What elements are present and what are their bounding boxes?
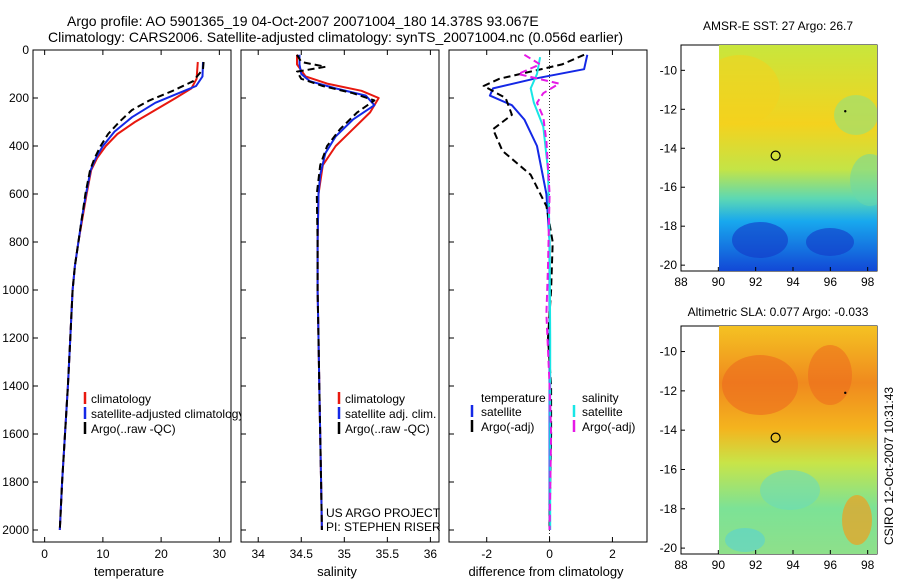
y-tick-label: -16 — [660, 180, 678, 194]
x-tick-label: 94 — [786, 558, 800, 572]
legend-argo: Argo(..raw -QC) — [345, 422, 430, 436]
sla-heatmap — [719, 326, 877, 554]
legend-climatology: climatology — [91, 392, 151, 406]
y-tick-label: -18 — [660, 219, 678, 233]
y-tick-label: 2000 — [2, 523, 29, 537]
legend-salinity-title: salinity — [582, 391, 619, 405]
sst-map-panel: AMSR-E SST: 27 Argo: 26.7 88 90 92 94 96 98 -1… — [660, 19, 878, 289]
legend-sal-argo: Argo(-adj) — [582, 420, 635, 434]
y-tick-label: 200 — [9, 91, 29, 105]
x-tick-label: 88 — [674, 558, 688, 572]
temperature-xlabel: temperature — [94, 564, 164, 579]
x-tick-label: 98 — [861, 558, 875, 572]
legend-satellite-adj: satellite adj. clim. — [345, 407, 436, 421]
y-tick-label: 1000 — [2, 283, 29, 297]
sla-track-point — [844, 391, 847, 395]
legend-sal-satellite: satellite — [582, 405, 623, 419]
x-tick-label: 92 — [749, 558, 763, 572]
sla-argo-position-marker — [770, 432, 781, 443]
legend-temperature-title: temperature — [481, 391, 546, 405]
y-tick-label: -20 — [660, 258, 678, 272]
salinity-legend: climatology satellite adj. clim. Argo(..… — [337, 392, 436, 436]
legend-temp-satellite: satellite — [481, 405, 522, 419]
y-tick-label: -10 — [660, 345, 678, 359]
header-line-2: Climatology: CARS2006. Satellite-adjuste… — [48, 29, 623, 45]
legend-temp-argo: Argo(-adj) — [481, 420, 534, 434]
y-tick-label: -12 — [660, 102, 678, 116]
x-tick-label: 90 — [712, 275, 726, 289]
sst-track-point — [844, 110, 847, 113]
sla-map-panel: Altimetric SLA: 0.077 Argo: -0.033 88 90 9… — [660, 305, 878, 572]
y-tick-label: -12 — [660, 384, 678, 398]
sst-heatmap — [719, 45, 877, 271]
temperature-axes — [32, 49, 232, 543]
difference-plot — [482, 50, 589, 542]
y-tick-label: -14 — [660, 141, 678, 155]
legend-argo: Argo(..raw -QC) — [91, 422, 176, 436]
x-tick-label: 36 — [424, 547, 438, 561]
sst-map-title: AMSR-E SST: 27 Argo: 26.7 — [703, 19, 853, 33]
credit-pi: PI: STEPHEN RISER — [326, 520, 441, 534]
x-tick-label: 0 — [546, 547, 553, 561]
y-tick-label: -18 — [660, 502, 678, 516]
y-tick-label: 800 — [9, 235, 29, 249]
x-tick-label: 34 — [252, 547, 266, 561]
x-tick-label: 35.5 — [376, 547, 400, 561]
x-tick-label: 2 — [609, 547, 616, 561]
salinity-ticks: 34 34.5 35 35.5 36 — [241, 49, 438, 561]
sla-map-title: Altimetric SLA: 0.077 Argo: -0.033 — [688, 305, 869, 319]
difference-xlabel: difference from climatology — [468, 564, 624, 579]
x-tick-label: 20 — [154, 547, 168, 561]
y-tick-label: 1800 — [2, 475, 29, 489]
legend-climatology: climatology — [345, 392, 405, 406]
difference-ticks: -2 0 2 — [449, 49, 616, 561]
sla-map-ticks: 88 90 92 94 96 98 -10 -12 -14 -16 -18 -20 — [660, 345, 875, 572]
y-tick-label: -10 — [660, 63, 678, 77]
y-tick-label: -14 — [660, 423, 678, 437]
legend-satellite-adjusted: satellite-adjusted climatology — [91, 407, 244, 421]
y-tick-label: 400 — [9, 139, 29, 153]
difference-panel: -2 0 2 difference from climatology tempera… — [448, 49, 648, 579]
x-tick-label: -2 — [481, 547, 492, 561]
x-tick-label: 0 — [41, 547, 48, 561]
series-line-argo-raw-qc- — [296, 54, 376, 531]
salinity-panel: 34 34.5 35 35.5 36 salinity climatology sate… — [240, 49, 441, 579]
series-line-salinity-argo-adj- — [517, 53, 560, 531]
timestamp-stamp: CSIRO 12-Oct-2007 10:31:43 — [882, 387, 896, 545]
y-tick-label: 600 — [9, 187, 29, 201]
y-tick-label: 1200 — [2, 331, 29, 345]
x-tick-label: 30 — [213, 547, 227, 561]
x-tick-label: 96 — [824, 558, 838, 572]
salinity-axes — [240, 49, 440, 543]
y-tick-label: -20 — [660, 541, 678, 555]
x-tick-label: 88 — [674, 275, 688, 289]
x-tick-label: 98 — [861, 275, 875, 289]
sst-argo-position-marker — [770, 150, 781, 161]
x-tick-label: 35 — [338, 547, 352, 561]
x-tick-label: 94 — [786, 275, 800, 289]
temperature-plot — [58, 61, 205, 531]
difference-legend: temperature salinity satellite Argo(-adj… — [470, 391, 635, 434]
temperature-ticks: 0 10 20 30 0 200 400 600 800 1000 1200 1400 1600 1800… — [2, 43, 226, 561]
header-line-1: Argo profile: AO 5901365_19 04-Oct-2007 … — [67, 13, 539, 29]
x-tick-label: 96 — [824, 275, 838, 289]
x-tick-label: 34.5 — [290, 547, 314, 561]
y-tick-label: 1600 — [2, 427, 29, 441]
salinity-plot — [296, 54, 380, 531]
series-line-argo-raw-qc- — [58, 61, 205, 531]
x-tick-label: 90 — [712, 558, 726, 572]
salinity-xlabel: salinity — [317, 564, 357, 579]
y-tick-label: 0 — [22, 43, 29, 57]
x-tick-label: 92 — [749, 275, 763, 289]
temperature-panel: 0 10 20 30 0 200 400 600 800 1000 1200 1400 1600 1800… — [2, 43, 244, 579]
x-tick-label: 10 — [96, 547, 110, 561]
y-tick-label: 1400 — [2, 379, 29, 393]
y-tick-label: -16 — [660, 462, 678, 476]
temperature-legend: climatology satellite-adjusted climatolo… — [83, 392, 244, 436]
sst-map-ticks: 88 90 92 94 96 98 -10 -12 -14 -16 -18 -20 — [660, 63, 875, 289]
credit-project: US ARGO PROJECT — [326, 506, 441, 520]
